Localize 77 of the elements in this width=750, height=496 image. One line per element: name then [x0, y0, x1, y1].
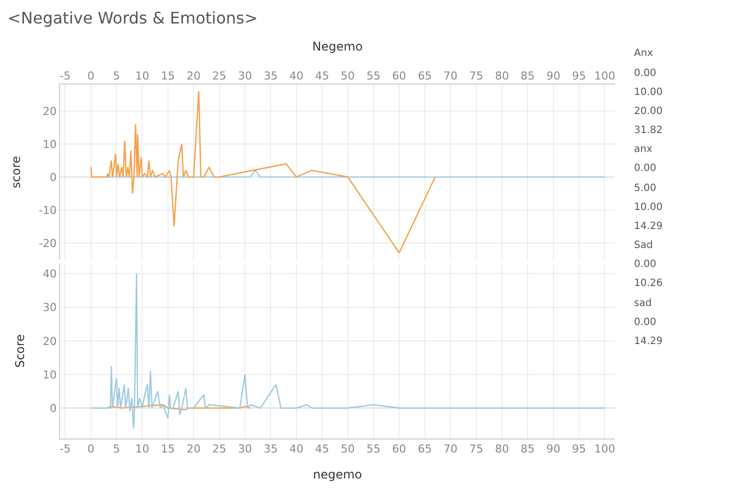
x-tick-label: 85 — [520, 442, 535, 456]
y-tick-label: 0 — [50, 402, 57, 415]
x-tick-label: 100 — [594, 69, 616, 82]
x-tick-label: 5 — [113, 442, 120, 456]
x-tick-label: 10 — [135, 69, 150, 82]
line-series — [90, 90, 436, 254]
text: 14.29 — [634, 221, 663, 232]
x-tick-label: 20 — [186, 69, 201, 82]
x-axis-title: Negemo — [312, 40, 363, 54]
x-tick-label: 90 — [546, 442, 560, 456]
x-tick-label: 0 — [87, 69, 94, 82]
x-tick-label: 100 — [594, 442, 616, 456]
text: 14.29 — [634, 336, 663, 347]
x-tick-label: 40 — [289, 69, 304, 82]
y-tick-label: 40 — [42, 268, 57, 281]
x-tick-label: 45 — [315, 442, 330, 456]
text: 0.00 — [634, 259, 656, 270]
text: anx — [634, 144, 652, 155]
x-tick-label: 25 — [212, 69, 226, 82]
text: 31.82 — [634, 125, 663, 136]
x-tick-label: 40 — [289, 442, 304, 456]
x-tick-label: 70 — [444, 442, 458, 456]
x-axis-title: negemo — [312, 467, 362, 482]
x-tick-label: 50 — [340, 442, 355, 456]
x-tick-label: 55 — [366, 69, 380, 82]
x-tick-label: 60 — [392, 69, 406, 82]
x-tick-label: 75 — [469, 442, 484, 456]
x-tick-label: 95 — [572, 442, 586, 456]
x-tick-label: 30 — [238, 69, 252, 82]
x-tick-label: 35 — [264, 69, 278, 82]
x-tick-label: 65 — [418, 69, 432, 82]
y-tick-label: 30 — [42, 301, 57, 314]
x-tick-label: 75 — [469, 69, 484, 82]
y-tick-label: 10 — [42, 138, 57, 151]
x-tick-label: 30 — [238, 442, 252, 456]
text: 20.00 — [634, 106, 663, 117]
x-tick-label: 90 — [546, 69, 560, 82]
y-axis-title: Score — [13, 334, 28, 368]
text: Sad — [634, 240, 653, 251]
text: sad — [634, 298, 652, 309]
text: 5.00 — [634, 183, 656, 194]
x-tick-label: 25 — [212, 442, 226, 456]
x-tick-label: 50 — [340, 69, 355, 82]
x-tick-label: 60 — [392, 442, 406, 456]
x-tick-label: -5 — [60, 442, 71, 456]
x-tick-label: 80 — [494, 69, 509, 82]
y-tick-label: 10 — [42, 368, 57, 382]
x-tick-label: 85 — [520, 69, 535, 82]
x-tick-label: 15 — [160, 442, 175, 456]
text: 10.00 — [634, 202, 663, 213]
x-tick-label: 70 — [444, 69, 458, 82]
y-tick-label: -10 — [38, 204, 57, 217]
y-tick-label: 20 — [42, 104, 57, 118]
x-tick-label: 35 — [264, 442, 278, 456]
x-tick-label: 80 — [494, 442, 509, 456]
chart-title: <Negative Words & Emotions> — [8, 8, 258, 28]
line-series — [90, 273, 606, 429]
y-axis-title: score — [9, 156, 24, 188]
y-tick-label: -20 — [38, 236, 57, 250]
x-tick-label: 5 — [113, 69, 120, 82]
x-tick-label: 15 — [160, 69, 175, 82]
x-tick-label: 10 — [135, 442, 150, 456]
x-tick-label: 95 — [572, 69, 586, 82]
text: 0.00 — [634, 317, 656, 328]
x-tick-label: 20 — [186, 442, 201, 456]
x-tick-label: 55 — [366, 442, 380, 456]
text: 10.26 — [634, 278, 663, 289]
text: 0.00 — [634, 68, 656, 79]
x-tick-label: 0 — [87, 442, 94, 456]
text: 10.00 — [634, 87, 663, 98]
text: Anx — [634, 48, 654, 59]
y-tick-label: 20 — [42, 334, 57, 348]
x-tick-label: 45 — [315, 69, 330, 82]
text: 0.00 — [634, 163, 656, 174]
x-tick-label: 65 — [418, 442, 432, 456]
y-tick-label: 0 — [50, 170, 57, 184]
x-tick-label: -5 — [60, 69, 71, 82]
